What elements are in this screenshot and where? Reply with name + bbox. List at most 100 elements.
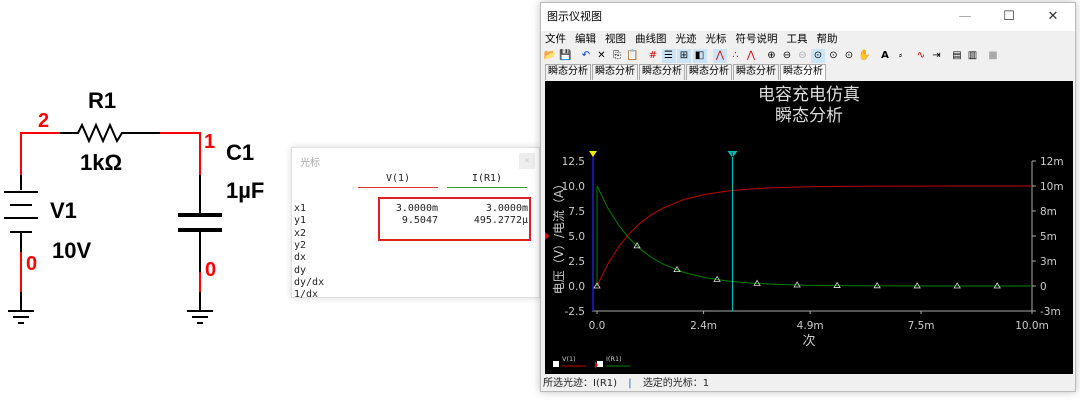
y-tick-label-right: 5m bbox=[1040, 231, 1057, 243]
menu-item[interactable]: 编辑 bbox=[575, 33, 596, 45]
ground-icon bbox=[187, 310, 213, 324]
print-icon[interactable]: ▤ bbox=[952, 49, 962, 61]
text-icon[interactable]: A bbox=[881, 49, 889, 61]
cursor-icon[interactable]: ⊞ bbox=[677, 48, 691, 63]
copy-icon[interactable]: ⎘ bbox=[613, 49, 621, 61]
series-line-I(R1) bbox=[596, 185, 1033, 287]
x-tick-label: 2.4m bbox=[690, 320, 717, 332]
x-tick-label: 7.5m bbox=[908, 320, 935, 332]
data-point-marker bbox=[833, 281, 841, 288]
tab-transient-analysis[interactable]: 瞬态分析 bbox=[733, 64, 779, 80]
zoom-x-icon[interactable]: ⊙ bbox=[829, 49, 838, 61]
y-tick-label-left: -2.5 bbox=[565, 306, 586, 318]
menu-item[interactable]: 曲线图 bbox=[635, 33, 667, 45]
line-icon[interactable]: ⋀ bbox=[713, 48, 727, 63]
stop-icon[interactable]: ■ bbox=[988, 49, 998, 61]
overlay-icon[interactable]: ◧ bbox=[692, 48, 707, 63]
cursor-1-handle[interactable] bbox=[727, 151, 738, 158]
points-icon[interactable]: ∴ bbox=[732, 49, 739, 61]
zoom-icon[interactable]: ⊖ bbox=[798, 49, 807, 61]
data-point-marker bbox=[873, 282, 881, 289]
grid-icon[interactable]: # bbox=[648, 49, 658, 61]
legend-checkbox[interactable] bbox=[553, 361, 559, 367]
close-button[interactable]: ✕ bbox=[1047, 9, 1059, 24]
y-tick-label-left: 7.5 bbox=[568, 206, 585, 218]
y-axis-label: 电压（V）/电流（A） bbox=[552, 178, 566, 294]
r1-name: R1 bbox=[88, 88, 116, 113]
y-tick-label-right: 8m bbox=[1040, 206, 1057, 218]
menu-item[interactable]: 工具 bbox=[786, 33, 808, 45]
open-icon[interactable]: 📂 bbox=[543, 49, 557, 61]
cursor-window: 光标 × V(1) I(R1) x1 y1 x2 y2 dx dy dy/dx 1/dx 3.… bbox=[291, 147, 540, 301]
row-label: x2 bbox=[294, 227, 307, 239]
zoom-in-icon[interactable]: ⊕ bbox=[767, 49, 776, 61]
trace-icon[interactable]: ∿ bbox=[916, 49, 926, 61]
v1-name: V1 bbox=[50, 198, 77, 223]
menu-item[interactable]: 帮助 bbox=[816, 33, 838, 45]
undo-icon[interactable]: ↶ bbox=[581, 49, 591, 61]
tab-transient-analysis[interactable]: 瞬态分析 bbox=[639, 64, 685, 80]
label-icon[interactable]: ⸗ bbox=[898, 49, 903, 61]
tab-transient-analysis[interactable]: 瞬态分析 bbox=[545, 64, 591, 80]
close-button[interactable]: × bbox=[519, 153, 535, 169]
status-selected-cursor: 选定的光标：1 bbox=[642, 378, 710, 389]
pan-icon[interactable]: ✋ bbox=[858, 49, 871, 61]
menu-item[interactable]: 符号说明 bbox=[735, 33, 778, 45]
data-point-marker bbox=[953, 282, 961, 289]
node-label-0: 0 bbox=[205, 259, 216, 281]
ground-icon bbox=[8, 310, 34, 324]
battery-v1 bbox=[4, 191, 38, 233]
menu-item[interactable]: 光标 bbox=[705, 33, 727, 45]
y-tick-label-left: 0.0 bbox=[568, 281, 585, 293]
y-tick-label-left: 10.0 bbox=[562, 181, 585, 193]
print-preview-icon[interactable]: ▥ bbox=[967, 49, 978, 61]
menu-item[interactable]: 文件 bbox=[545, 33, 566, 45]
row-label: dy bbox=[294, 264, 307, 276]
export-icon[interactable]: ⇥ bbox=[932, 49, 941, 61]
y-tick-label-right: 0 bbox=[1040, 281, 1047, 293]
status-selected-trace: 所选光迹：I(R1) bbox=[543, 378, 618, 389]
row-label: 1/dx bbox=[294, 289, 319, 301]
window-title: 图示仪视图 bbox=[547, 10, 602, 23]
x1-ir1-value: 3.0000m bbox=[485, 203, 528, 214]
status-separator: | bbox=[628, 378, 632, 389]
menu-item[interactable]: 光迹 bbox=[675, 33, 697, 45]
menu-bar: 文件 编辑 视图 曲线图 光迹 光标 符号说明 工具 帮助 bbox=[541, 31, 1075, 47]
tab-bar: 瞬态分析 瞬态分析 瞬态分析 瞬态分析 瞬态分析 瞬态分析 bbox=[541, 64, 1075, 80]
tab-transient-analysis[interactable]: 瞬态分析 bbox=[780, 64, 826, 80]
chart-subtitle: 瞬态分析 bbox=[775, 106, 843, 126]
legend-checkbox[interactable] bbox=[597, 361, 603, 367]
highlight-box bbox=[378, 197, 531, 241]
maximize-button[interactable]: ☐ bbox=[1003, 9, 1015, 24]
legend-icon[interactable]: ☰ bbox=[661, 48, 676, 63]
x-tick-label: 4.9m bbox=[797, 320, 824, 332]
tab-transient-analysis[interactable]: 瞬态分析 bbox=[592, 64, 638, 80]
column-header-ir1: I(R1) bbox=[447, 173, 527, 188]
menu-item[interactable]: 视图 bbox=[605, 33, 626, 45]
zoom-out-icon[interactable]: ⊖ bbox=[782, 49, 792, 61]
row-label: x1 bbox=[294, 203, 307, 214]
node-label-2: 2 bbox=[38, 110, 49, 132]
resistor-r1 bbox=[60, 122, 160, 144]
minimize-button[interactable]: — bbox=[958, 9, 972, 24]
y-tick-label-left: 2.5 bbox=[568, 256, 585, 268]
cursor-2-handle[interactable] bbox=[589, 151, 597, 157]
paste-icon[interactable]: 📋 bbox=[626, 49, 639, 61]
data-point-marker bbox=[913, 282, 921, 289]
data-point-marker bbox=[793, 281, 801, 288]
selected-axis-marker bbox=[545, 232, 549, 240]
zoom-y-icon[interactable]: ⊙ bbox=[844, 49, 854, 61]
chart-title: 电容充电仿真 bbox=[758, 85, 860, 105]
data-point-marker bbox=[993, 282, 1001, 289]
y-tick-label-right: 10m bbox=[1040, 181, 1064, 193]
x1-v1-value: 3.0000m bbox=[395, 203, 438, 214]
zoom-area-icon[interactable]: ⊙ bbox=[811, 48, 825, 63]
tab-transient-analysis[interactable]: 瞬态分析 bbox=[686, 64, 732, 80]
wire-node-2 bbox=[20, 132, 60, 175]
cut-icon[interactable]: ✕ bbox=[597, 49, 606, 61]
y1-v1-value: 9.5047 bbox=[401, 215, 438, 226]
capacitor-c1 bbox=[178, 213, 222, 232]
x-tick-label: 0.0 bbox=[589, 320, 606, 332]
line-points-icon[interactable]: ⋀ bbox=[746, 49, 756, 61]
save-icon[interactable]: 💾 bbox=[559, 49, 572, 61]
